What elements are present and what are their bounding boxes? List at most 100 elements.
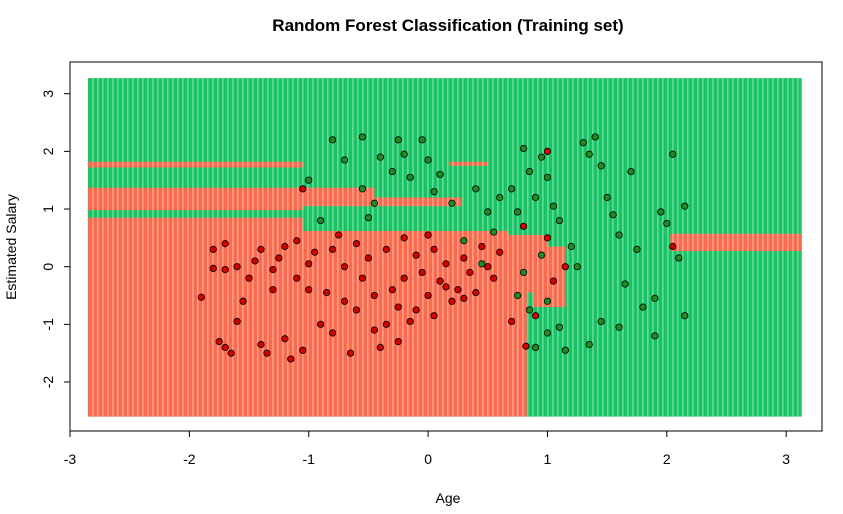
point-class-1 bbox=[579, 139, 587, 147]
point-class-1 bbox=[591, 133, 599, 141]
point-class-1 bbox=[555, 216, 563, 225]
point-class-1 bbox=[376, 153, 384, 161]
point-class-0 bbox=[442, 260, 450, 268]
point-class-0 bbox=[370, 291, 378, 300]
region-class-1 bbox=[87, 210, 303, 218]
point-class-0 bbox=[418, 268, 426, 277]
point-class-1 bbox=[537, 251, 546, 259]
x-tick-label: 0 bbox=[424, 451, 432, 467]
point-class-0 bbox=[382, 245, 390, 253]
point-class-1 bbox=[364, 214, 373, 222]
point-class-0 bbox=[448, 297, 456, 305]
point-class-1 bbox=[460, 237, 468, 245]
point-class-0 bbox=[197, 293, 205, 301]
point-class-1 bbox=[543, 173, 552, 181]
point-class-0 bbox=[549, 277, 558, 285]
y-tick-label: 3 bbox=[40, 90, 56, 98]
point-class-1 bbox=[329, 136, 337, 144]
data-points bbox=[197, 133, 689, 363]
y-axis: -2 -1 0 1 2 3 bbox=[40, 90, 71, 389]
point-class-1 bbox=[585, 340, 593, 349]
y-tick-label: -2 bbox=[40, 376, 56, 389]
point-class-0 bbox=[531, 312, 540, 320]
point-class-0 bbox=[352, 240, 361, 248]
point-class-0 bbox=[406, 317, 414, 326]
y-axis-label: Estimated Salary bbox=[3, 194, 19, 300]
point-class-0 bbox=[364, 254, 373, 262]
y-tick-label: 1 bbox=[40, 205, 56, 213]
x-tick-label: -1 bbox=[303, 451, 316, 467]
point-class-0 bbox=[340, 297, 349, 305]
point-class-1 bbox=[496, 193, 504, 202]
point-class-0 bbox=[412, 251, 420, 259]
point-class-1 bbox=[525, 306, 534, 314]
point-class-1 bbox=[394, 136, 402, 144]
point-class-1 bbox=[537, 153, 546, 161]
x-tick-label: -2 bbox=[183, 451, 196, 467]
point-class-0 bbox=[329, 245, 337, 253]
point-class-0 bbox=[382, 320, 390, 328]
point-class-0 bbox=[424, 231, 432, 239]
point-class-0 bbox=[508, 317, 516, 326]
point-class-0 bbox=[257, 245, 265, 253]
point-class-1 bbox=[418, 136, 426, 144]
point-class-1 bbox=[543, 297, 552, 305]
point-class-0 bbox=[299, 185, 307, 193]
point-class-0 bbox=[436, 277, 444, 285]
x-tick-label: -3 bbox=[64, 451, 77, 467]
region-class-0 bbox=[87, 187, 303, 231]
point-class-1 bbox=[567, 242, 575, 251]
point-class-1 bbox=[490, 228, 498, 236]
point-class-1 bbox=[675, 254, 683, 262]
point-class-1 bbox=[543, 329, 552, 337]
point-class-0 bbox=[239, 297, 247, 305]
point-class-0 bbox=[233, 263, 241, 271]
point-class-0 bbox=[430, 245, 438, 253]
point-class-1 bbox=[358, 133, 367, 141]
point-class-0 bbox=[221, 265, 229, 274]
point-class-1 bbox=[370, 199, 378, 207]
point-class-1 bbox=[478, 260, 486, 268]
decision-regions bbox=[87, 78, 802, 417]
point-class-1 bbox=[621, 280, 629, 288]
point-class-1 bbox=[549, 202, 558, 210]
point-class-1 bbox=[388, 167, 396, 176]
point-class-1 bbox=[633, 245, 641, 253]
point-class-0 bbox=[251, 257, 259, 265]
point-class-0 bbox=[424, 291, 432, 300]
point-class-1 bbox=[358, 185, 367, 193]
point-class-1 bbox=[681, 312, 689, 320]
point-class-0 bbox=[394, 338, 402, 346]
point-class-0 bbox=[466, 268, 474, 277]
point-class-0 bbox=[519, 222, 528, 230]
point-class-0 bbox=[209, 245, 217, 253]
point-class-0 bbox=[299, 346, 307, 354]
point-class-1 bbox=[639, 303, 647, 311]
point-class-0 bbox=[257, 340, 265, 349]
point-class-0 bbox=[669, 242, 677, 251]
point-class-0 bbox=[209, 264, 217, 273]
point-class-1 bbox=[484, 208, 492, 216]
point-class-0 bbox=[227, 349, 235, 357]
point-class-1 bbox=[597, 162, 605, 170]
point-class-0 bbox=[490, 274, 498, 282]
point-class-0 bbox=[460, 294, 468, 302]
region-class-1 bbox=[527, 292, 534, 417]
x-axis-label: Age bbox=[436, 490, 461, 506]
point-class-0 bbox=[370, 326, 378, 334]
point-class-0 bbox=[522, 342, 530, 350]
point-class-1 bbox=[424, 156, 432, 164]
point-class-0 bbox=[478, 242, 486, 251]
point-class-1 bbox=[681, 202, 689, 210]
point-class-0 bbox=[412, 306, 420, 314]
point-class-0 bbox=[496, 248, 504, 256]
point-class-1 bbox=[317, 216, 325, 225]
point-class-1 bbox=[663, 219, 671, 228]
point-class-0 bbox=[561, 263, 569, 271]
point-class-1 bbox=[514, 208, 522, 216]
point-class-1 bbox=[603, 193, 611, 202]
point-class-1 bbox=[573, 263, 581, 271]
point-class-0 bbox=[215, 338, 223, 346]
point-class-1 bbox=[519, 268, 528, 277]
